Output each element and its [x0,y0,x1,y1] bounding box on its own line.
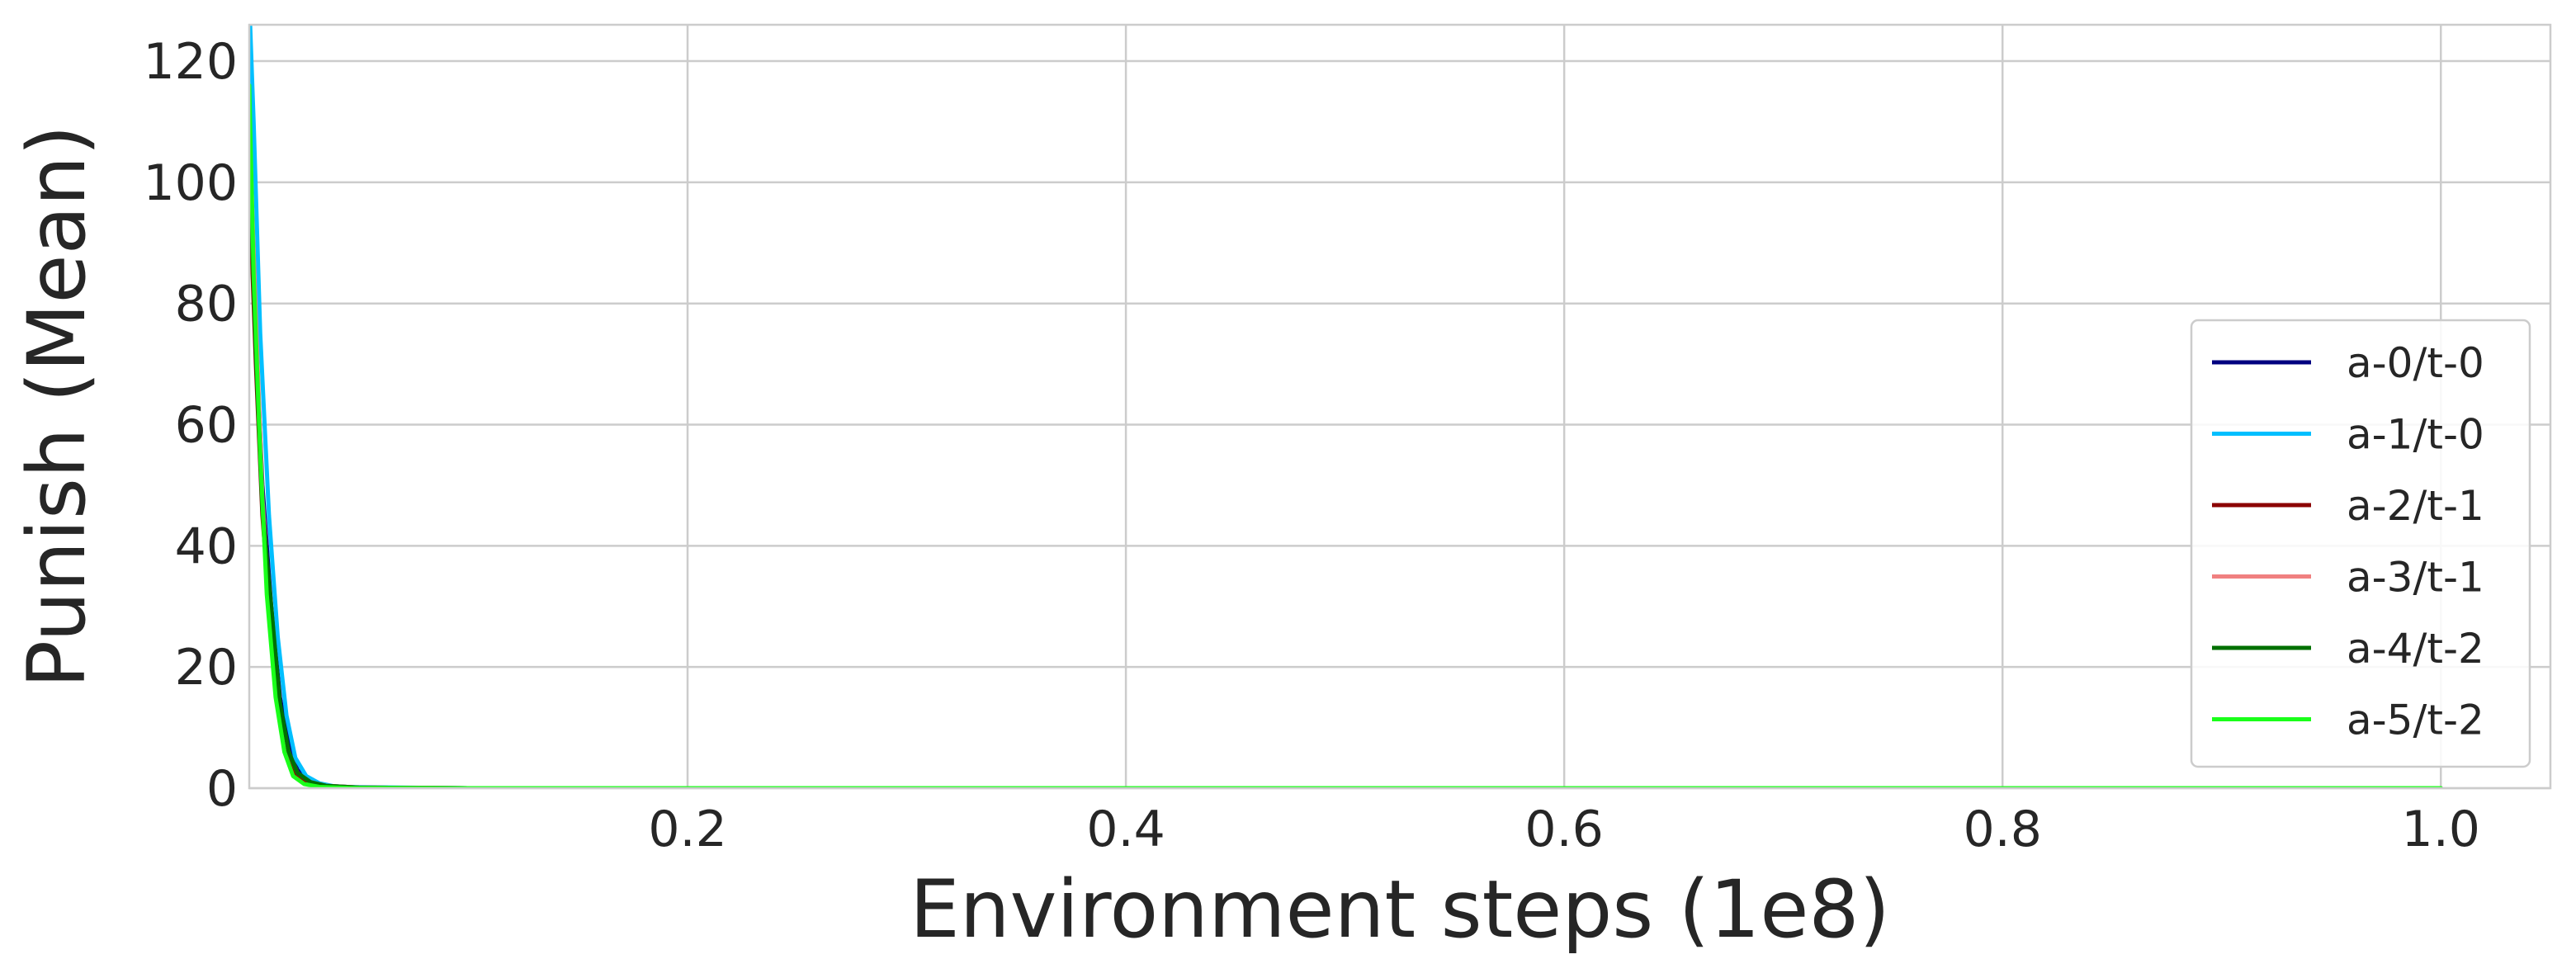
x-tick-label: 1.0 [2402,801,2480,858]
x-tick-label: 0.8 [1963,801,2041,858]
y-axis-title: Punish (Mean) [11,125,103,687]
series-line-5 [249,83,2443,788]
x-tick-labels: 0.2 0.4 0.6 0.8 1.0 [648,801,2480,858]
x-tick-label: 0.2 [648,801,726,858]
y-tick-labels: 0 20 40 60 80 100 120 [143,33,238,818]
y-tick-label: 80 [175,276,238,333]
legend-label: a-3/t-1 [2347,554,2484,602]
x-axis-title: Environment steps (1e8) [910,863,1890,956]
legend-label: a-2/t-1 [2347,482,2484,530]
legend-label: a-0/t-0 [2347,339,2484,387]
x-tick-label: 0.6 [1524,801,1603,858]
y-tick-label: 40 [175,517,238,575]
x-tick-label: 0.4 [1086,801,1165,858]
series-lines [249,25,2443,788]
grid [249,25,2550,790]
y-tick-label: 20 [175,639,238,697]
y-tick-label: 100 [143,154,238,212]
plot-background [249,25,2550,788]
legend-label: a-1/t-0 [2347,411,2484,459]
plot-frame [248,23,2552,790]
y-tick-label: 120 [143,33,238,91]
legend-label: a-5/t-2 [2347,697,2484,744]
series-line-1 [249,25,2443,788]
legend-label: a-4/t-2 [2347,625,2484,673]
y-tick-label: 0 [206,760,238,818]
y-tick-label: 60 [175,397,238,455]
legend: a-0/t-0 a-1/t-0 a-2/t-1 a-3/t-1 a-4/t-2 a-5/t… [2190,319,2531,768]
